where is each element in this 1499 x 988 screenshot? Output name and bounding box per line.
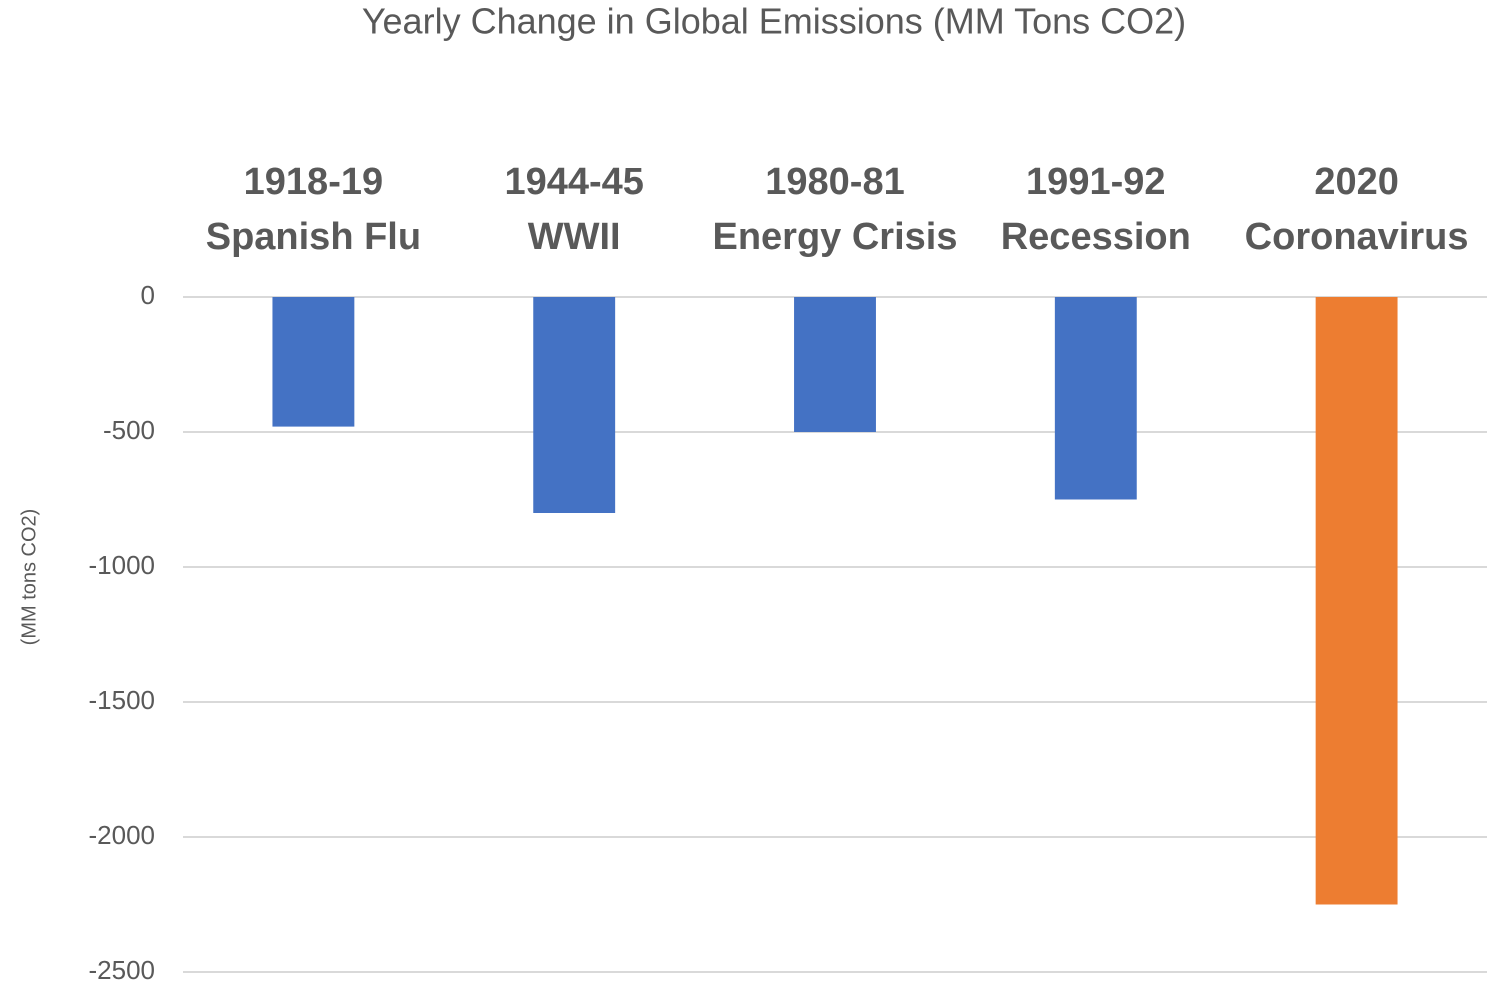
bar: [1054, 297, 1137, 500]
x-tick-label: 1944-45 WWII: [504, 161, 644, 258]
x-tick-label: 1991-92 Recession: [1000, 161, 1191, 258]
bar: [533, 297, 616, 513]
y-axis-label: (MM tons CO2): [18, 509, 40, 646]
bar: [272, 297, 355, 427]
chart-title: Yearly Change in Global Emissions (MM To…: [362, 1, 1186, 42]
y-tick-label: -500: [103, 415, 155, 445]
y-tick-label: -1500: [89, 685, 156, 715]
y-tick-label: -2500: [89, 955, 156, 985]
y-tick-label: -2000: [89, 820, 156, 850]
bar: [794, 297, 876, 432]
y-tick-label: 0: [141, 280, 155, 310]
y-tick-label: -1000: [89, 550, 156, 580]
bar: [1315, 297, 1398, 905]
x-tick-label: 2020 Coronavirus: [1244, 161, 1469, 258]
x-tick-label: 1918-19 Spanish Flu: [205, 161, 422, 258]
x-tick-label: 1980-81 Energy Crisis: [712, 161, 958, 258]
